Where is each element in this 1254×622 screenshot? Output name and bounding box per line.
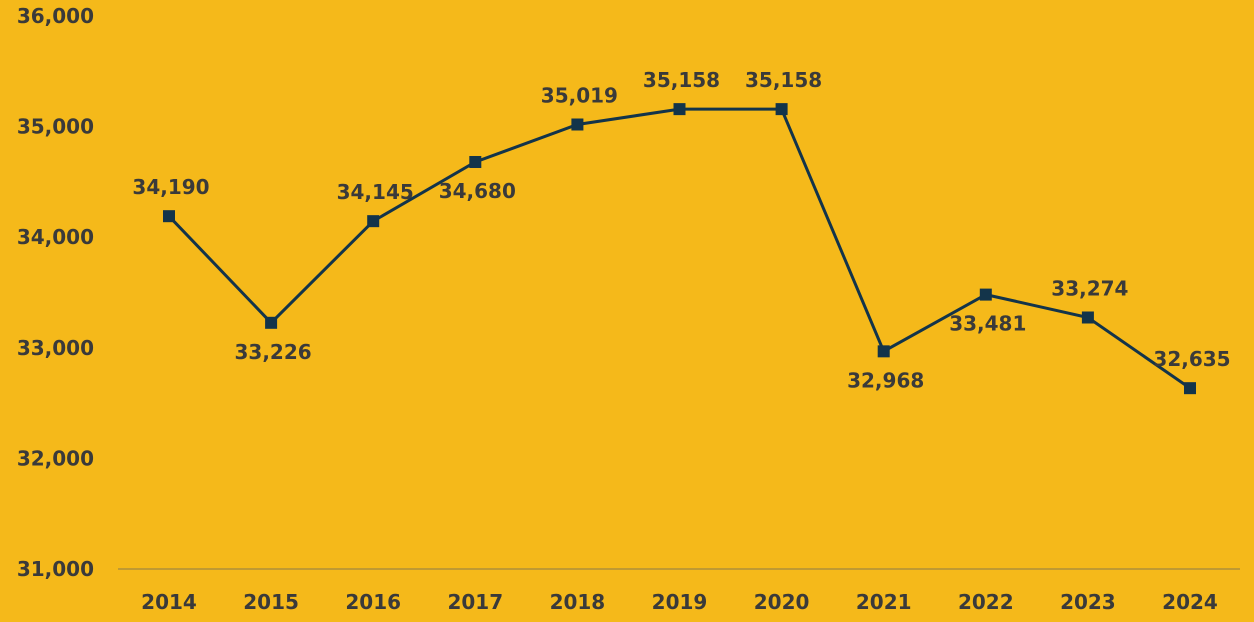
x-tick-label: 2014 <box>141 590 197 614</box>
data-point-marker <box>1081 311 1094 324</box>
x-tick-label: 2023 <box>1060 590 1116 614</box>
data-label: 33,226 <box>235 340 312 364</box>
data-point-marker <box>469 155 482 168</box>
y-tick-label: 36,000 <box>17 4 94 28</box>
data-label: 34,145 <box>337 180 414 204</box>
data-label: 33,481 <box>949 312 1026 336</box>
x-tick-label: 2015 <box>243 590 299 614</box>
data-label: 32,968 <box>847 368 924 392</box>
data-label: 35,158 <box>745 68 822 92</box>
data-label: 32,635 <box>1153 347 1230 371</box>
data-point-marker <box>163 210 175 223</box>
data-point-marker <box>367 215 380 228</box>
data-point-marker <box>673 103 686 116</box>
x-tick-label: 2024 <box>1162 590 1218 614</box>
y-tick-label: 31,000 <box>17 557 94 581</box>
data-point-marker <box>877 345 890 358</box>
y-tick-label: 32,000 <box>17 446 94 470</box>
data-point-marker <box>1184 382 1196 395</box>
x-tick-label: 2021 <box>856 590 912 614</box>
data-label: 34,190 <box>132 175 209 199</box>
x-tick-label: 2016 <box>345 590 401 614</box>
series-markers <box>163 103 1196 395</box>
y-axis-ticks: 31,000 32,000 33,000 34,000 35,000 36,000 <box>17 4 94 581</box>
x-tick-label: 2022 <box>958 590 1014 614</box>
data-label: 35,019 <box>541 83 618 107</box>
data-point-marker <box>265 316 278 329</box>
x-axis-ticks: 2014 2015 2016 2017 2018 2019 2020 2021 2022 2023… <box>141 590 1218 614</box>
data-point-marker <box>979 288 992 301</box>
x-tick-label: 2017 <box>447 590 503 614</box>
data-point-marker <box>775 103 788 116</box>
x-tick-label: 2019 <box>652 590 708 614</box>
data-label: 35,158 <box>643 68 720 92</box>
data-labels: 34,190 33,226 34,145 34,680 35,019 35,158 35,1… <box>132 68 1230 392</box>
data-label: 33,274 <box>1051 276 1128 300</box>
data-point-marker <box>571 118 584 131</box>
x-tick-label: 2020 <box>754 590 810 614</box>
x-tick-label: 2018 <box>550 590 606 614</box>
series-line <box>167 107 1191 390</box>
data-label: 34,680 <box>439 179 516 203</box>
y-tick-label: 35,000 <box>17 115 94 139</box>
y-tick-label: 33,000 <box>17 336 94 360</box>
y-tick-label: 34,000 <box>17 225 94 249</box>
